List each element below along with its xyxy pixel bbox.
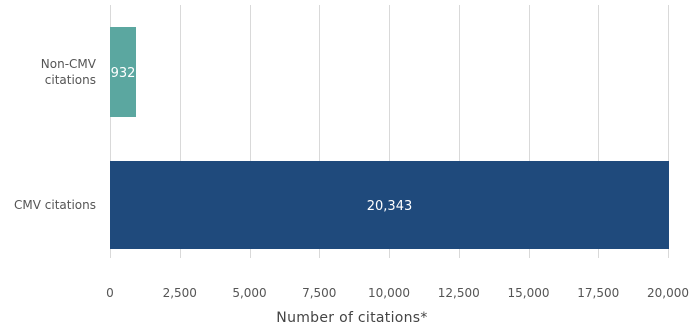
y-axis-categories: Non-CMV citations CMV citations — [14, 57, 97, 212]
bar — [110, 161, 669, 249]
x-tick-label: 2,500 — [163, 286, 197, 300]
data-label: 20,343 — [367, 199, 413, 214]
y-category-label: CMV citations — [14, 198, 96, 212]
x-tick-label: 10,000 — [368, 286, 410, 300]
x-tick-label: 7,500 — [302, 286, 336, 300]
x-tick-label: 15,000 — [508, 286, 550, 300]
x-tick-label: 17,500 — [577, 286, 619, 300]
bars: 932 20,343 — [110, 27, 669, 249]
x-tick-label: 20,000 — [647, 286, 689, 300]
x-axis-ticks: 0 2,500 5,000 7,500 10,000 12,500 15,000 17,500… — [106, 286, 689, 300]
x-tick-label: 0 — [106, 286, 114, 300]
gridlines — [110, 5, 669, 258]
y-category-label: Non-CMV citations — [41, 57, 97, 87]
bar — [110, 27, 137, 117]
x-tick-label: 12,500 — [438, 286, 480, 300]
data-label: 932 — [111, 66, 136, 81]
x-axis-title: Number of citations* — [276, 310, 427, 326]
x-tick-label: 5,000 — [232, 286, 266, 300]
